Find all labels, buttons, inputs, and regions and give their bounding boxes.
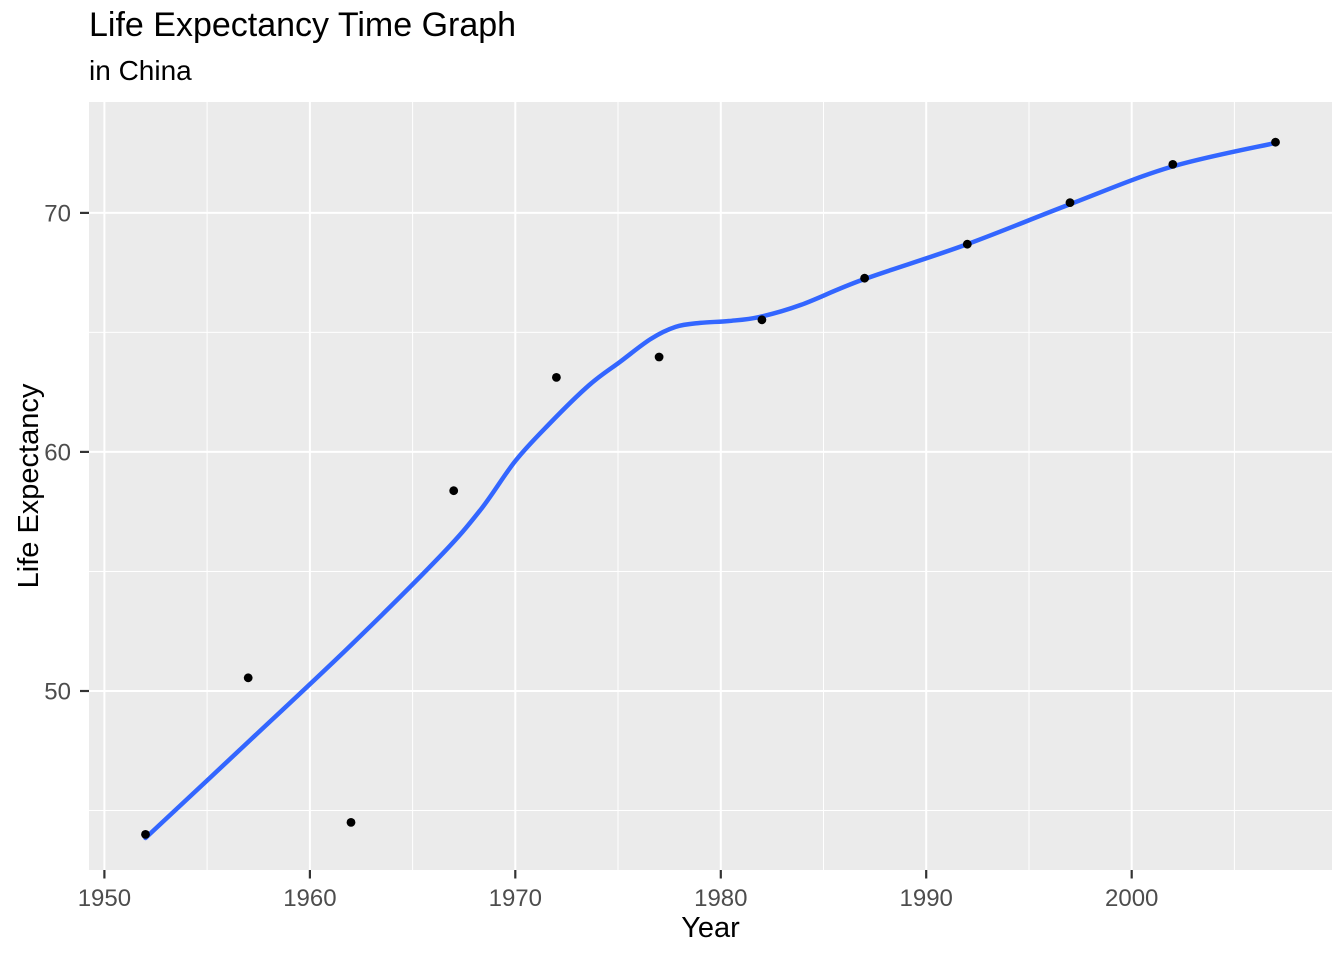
y-tick-label: 60 (44, 439, 71, 466)
minor-gridlines (89, 102, 1332, 870)
x-tick-label: 2000 (1105, 885, 1158, 912)
loess-smooth-line (143, 140, 1278, 841)
x-tick-label: 1980 (694, 885, 747, 912)
data-point (346, 818, 356, 827)
chart-subtitle: in China (89, 55, 192, 86)
data-point (449, 486, 459, 496)
y-tick-label: 50 (44, 679, 71, 706)
y-axis-title: Life Expectancy (13, 383, 45, 588)
x-tick-label: 1950 (78, 885, 131, 912)
chart-title: Life Expectancy Time Graph (89, 6, 517, 44)
data-point (1168, 160, 1178, 169)
major-gridlines (89, 102, 1332, 870)
x-axis-title: Year (681, 912, 740, 944)
data-point (860, 273, 869, 283)
data-point (243, 673, 253, 683)
data-point (1271, 137, 1280, 147)
data-point (552, 373, 561, 382)
x-tick-label: 1960 (283, 885, 336, 912)
data-point (757, 315, 767, 325)
data-points (141, 137, 1280, 839)
y-tick-label: 70 (44, 200, 71, 227)
x-tick-label: 1970 (489, 885, 542, 912)
axis-tick-marks (80, 211, 1133, 879)
axis-tick-labels: 1950 1960 1970 1980 1990 2000 50 60 70 (44, 200, 1158, 912)
x-tick-label: 1990 (900, 885, 953, 912)
data-point (654, 352, 664, 362)
data-point (141, 830, 150, 839)
panel-background (89, 102, 1332, 870)
data-point (962, 239, 972, 249)
data-point (1065, 198, 1075, 208)
